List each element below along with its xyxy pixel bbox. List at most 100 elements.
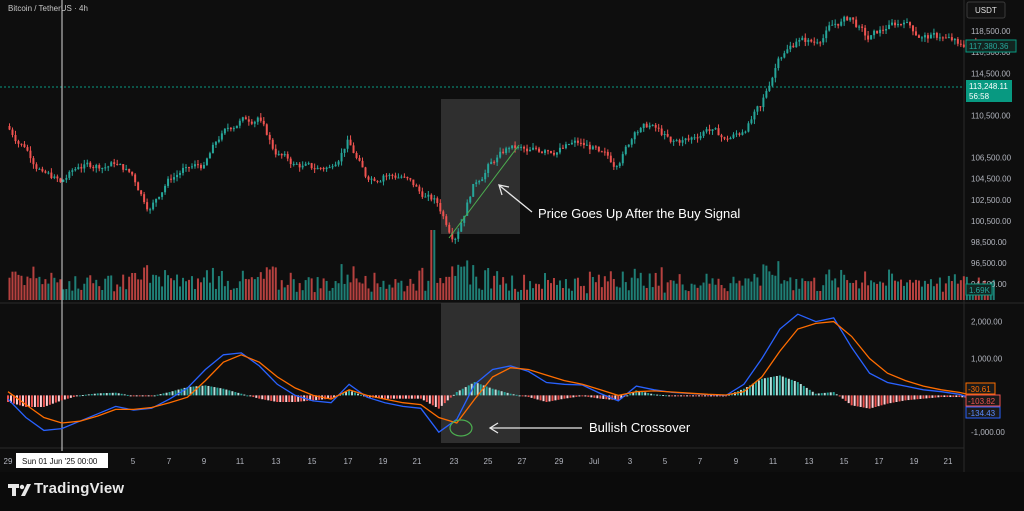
- histogram-bar: [745, 387, 748, 396]
- volume-bar: [825, 274, 828, 300]
- candle-body: [349, 139, 352, 146]
- candle-body: [340, 152, 343, 162]
- candle-body: [523, 146, 526, 149]
- volume-bar: [292, 279, 295, 300]
- histogram-bar: [551, 395, 554, 401]
- volume-bar: [630, 277, 633, 300]
- volume-bar: [618, 287, 621, 300]
- macd-axis[interactable]: 2,000.00 1,000.00 -1,000.00: [971, 318, 1005, 438]
- candle-body: [639, 127, 642, 133]
- candle-body: [777, 58, 780, 69]
- candle-body: [292, 163, 295, 165]
- volume-bar: [690, 283, 693, 300]
- histogram-bar: [856, 395, 859, 407]
- volume-bar: [819, 291, 822, 300]
- volume-bar: [756, 277, 759, 300]
- volume-bar: [373, 272, 376, 300]
- volume-bar: [523, 274, 526, 300]
- volume-bar: [627, 290, 630, 300]
- histogram-bar: [306, 395, 309, 401]
- candle-body: [217, 139, 220, 142]
- candle-body: [708, 129, 711, 131]
- volume-bar: [594, 282, 597, 300]
- candle-body: [343, 148, 346, 153]
- candle-body: [831, 24, 834, 26]
- price-axis[interactable]: 118,500.00 116,500.00 114,500.00 110,500.00…: [971, 27, 1012, 289]
- crosshair-date: Sun 01 Jun '25 00:00: [22, 457, 98, 466]
- histogram-bar: [54, 395, 57, 403]
- histogram-bar: [566, 395, 569, 399]
- candle-body: [517, 146, 520, 148]
- time-tick-label: 11: [769, 457, 778, 466]
- volume-bar: [846, 280, 849, 300]
- histogram-bar: [910, 395, 913, 400]
- volume-bar: [633, 268, 636, 300]
- symbol-title[interactable]: Bitcoin / TetherUS · 4h: [8, 4, 88, 13]
- histogram-bar: [859, 395, 862, 407]
- candle-body: [953, 38, 956, 41]
- candle-body: [409, 178, 412, 180]
- candle-body: [149, 209, 152, 211]
- candle-body: [235, 125, 238, 129]
- volume-bar: [466, 260, 469, 300]
- histogram-bar: [171, 391, 174, 396]
- time-tick-label: 5: [663, 457, 668, 466]
- volume-bar: [532, 288, 535, 300]
- histogram-bar: [883, 395, 886, 405]
- volume-bar: [122, 274, 125, 300]
- candle-body: [894, 22, 897, 26]
- candle-body: [190, 166, 193, 168]
- histogram-bar: [889, 395, 892, 404]
- histogram-bar: [772, 376, 775, 396]
- volume-bar: [379, 287, 382, 300]
- time-tick-label: 9: [202, 457, 207, 466]
- volume-bar: [831, 280, 834, 300]
- time-axis[interactable]: 29357911131517192123252729Jul35791113151…: [4, 457, 953, 466]
- volume-bar: [397, 282, 400, 300]
- volume-bar: [929, 279, 932, 300]
- candle-body: [173, 177, 176, 180]
- volume-bar: [615, 286, 618, 300]
- histogram-bar: [330, 395, 333, 399]
- histogram-bar: [805, 387, 808, 396]
- volume-bar: [947, 275, 950, 300]
- histogram-bar: [766, 377, 769, 396]
- volume-bar: [953, 274, 956, 300]
- volume-bar: [247, 279, 250, 300]
- volume-bar: [65, 289, 68, 300]
- volume-bar: [541, 288, 544, 300]
- volume-bar: [346, 274, 349, 300]
- volume-bar: [11, 271, 14, 300]
- candle-body: [490, 161, 493, 165]
- candle-body: [768, 85, 771, 91]
- volume-bar: [606, 281, 609, 300]
- candle-body: [319, 167, 322, 169]
- volume-bar: [295, 291, 298, 300]
- volume-bar: [711, 278, 714, 300]
- histogram-bar: [716, 395, 719, 397]
- volume-bar: [816, 290, 819, 300]
- candle-body: [762, 97, 765, 108]
- volume-bar: [555, 284, 558, 300]
- volume-bar: [723, 288, 726, 300]
- candle-body: [484, 172, 487, 180]
- volume-bar: [418, 270, 421, 300]
- candle-body: [271, 139, 274, 149]
- candle-body: [891, 22, 894, 25]
- candle-body: [714, 128, 717, 130]
- candle-body: [882, 29, 885, 31]
- volume-bar: [182, 277, 185, 300]
- volume-bar: [747, 278, 750, 300]
- histogram-bar: [961, 395, 964, 398]
- histogram-bar: [333, 395, 336, 398]
- volume-bar: [59, 279, 62, 300]
- histogram-bar: [461, 388, 464, 396]
- volume-bar: [409, 278, 412, 300]
- candle-body: [732, 134, 735, 138]
- currency-button[interactable]: [966, 1, 1006, 19]
- histogram-bar: [817, 393, 820, 396]
- volume-bar: [343, 283, 346, 300]
- candle-body: [424, 196, 427, 198]
- volume-bar: [873, 282, 876, 300]
